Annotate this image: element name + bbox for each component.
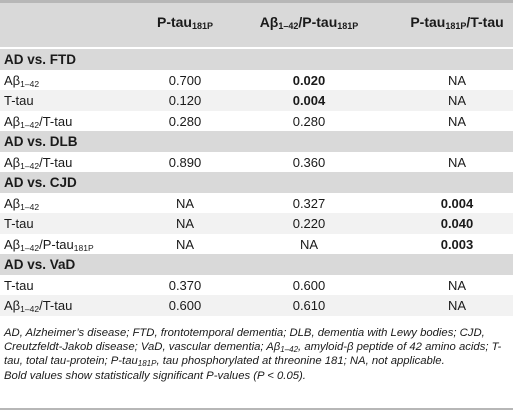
group-row: AD vs. CJD	[0, 172, 513, 193]
column-header-ptau: P-tau181P	[156, 14, 214, 31]
row-label: Aβ1–42/T-tau	[4, 154, 73, 171]
column-header-ptau-ttau-ratio: P-tau181P/T-tau	[410, 14, 504, 31]
row-label: Aβ1–42	[4, 72, 40, 89]
cell-value: 0.370	[168, 277, 202, 293]
table-row: T-tau NA 0.220 0.040	[0, 213, 513, 234]
row-label: T-tau	[4, 277, 34, 293]
table-body: AD vs. FTD Aβ1–42 0.700 0.020 NA T-tau 0…	[0, 49, 513, 316]
cell-value: 0.610	[292, 298, 326, 313]
table-row: Aβ1–42/T-tau 0.600 0.610 NA	[0, 295, 513, 316]
cell-value: 0.700	[168, 72, 202, 88]
cell-value: 0.220	[292, 216, 326, 231]
cell-value: 0.890	[168, 154, 202, 170]
cell-value: 0.004	[292, 93, 326, 108]
table-row: Aβ1–42/T-tau 0.280 0.280 NA	[0, 111, 513, 132]
column-header-abeta-ptau-ratio: Aβ1–42/P-tau181P	[259, 14, 359, 31]
table-bottom-rule	[0, 408, 513, 410]
group-row: AD vs. VaD	[0, 254, 513, 275]
cell-value: NA	[447, 298, 467, 313]
row-label: T-tau	[4, 216, 34, 231]
cell-value: NA	[447, 93, 467, 108]
cell-value: 0.600	[292, 277, 326, 293]
table-row: T-tau 0.120 0.004 NA	[0, 90, 513, 111]
table-footnote: AD, Alzheimer’s disease; FTD, frontotemp…	[4, 326, 509, 383]
cell-value: 0.280	[168, 113, 202, 129]
cell-value: 0.020	[292, 72, 326, 88]
group-row: AD vs. DLB	[0, 131, 513, 152]
table-header: P-tau181P Aβ1–42/P-tau181P P-tau181P/T-t…	[0, 3, 513, 47]
abbreviations-note: AD, Alzheimer’s disease; FTD, frontotemp…	[4, 327, 502, 369]
group-title: AD vs. CJD	[4, 175, 77, 190]
row-label: Aβ1–42	[4, 195, 40, 212]
cell-value: 0.280	[292, 113, 326, 129]
table-row: Aβ1–42/T-tau 0.890 0.360 NA	[0, 152, 513, 173]
cell-value: 0.004	[440, 195, 474, 211]
group-title: AD vs. DLB	[4, 134, 78, 149]
row-label: Aβ1–42/P-tau181P	[4, 236, 94, 253]
cell-value: 0.360	[292, 154, 326, 170]
cell-value: NA	[299, 236, 319, 252]
cell-value: NA	[447, 277, 467, 293]
table-row: T-tau 0.370 0.600 NA	[0, 275, 513, 296]
row-label: T-tau	[4, 93, 34, 108]
significance-note: Bold values show statistically significa…	[4, 369, 306, 382]
row-label: Aβ1–42/T-tau	[4, 113, 73, 130]
table-row: Aβ1–42/P-tau181P NA NA 0.003	[0, 234, 513, 255]
cell-value: NA	[175, 195, 195, 211]
cell-value: 0.600	[168, 298, 202, 313]
cell-value: 0.327	[292, 195, 326, 211]
group-title: AD vs. FTD	[4, 52, 77, 67]
cell-value: NA	[447, 72, 467, 88]
table-top-rule	[0, 0, 513, 3]
group-row: AD vs. FTD	[0, 49, 513, 70]
cell-value: 0.040	[440, 216, 474, 231]
cell-value: NA	[447, 154, 467, 170]
cell-value: 0.120	[168, 93, 202, 108]
cell-value: 0.003	[440, 236, 474, 252]
cell-value: NA	[175, 236, 195, 252]
table-row: Aβ1–42 0.700 0.020 NA	[0, 70, 513, 91]
table-row: Aβ1–42 NA 0.327 0.004	[0, 193, 513, 214]
row-label: Aβ1–42/T-tau	[4, 298, 73, 314]
cell-value: NA	[447, 113, 467, 129]
group-title: AD vs. VaD	[4, 257, 76, 272]
cell-value: NA	[175, 216, 195, 231]
